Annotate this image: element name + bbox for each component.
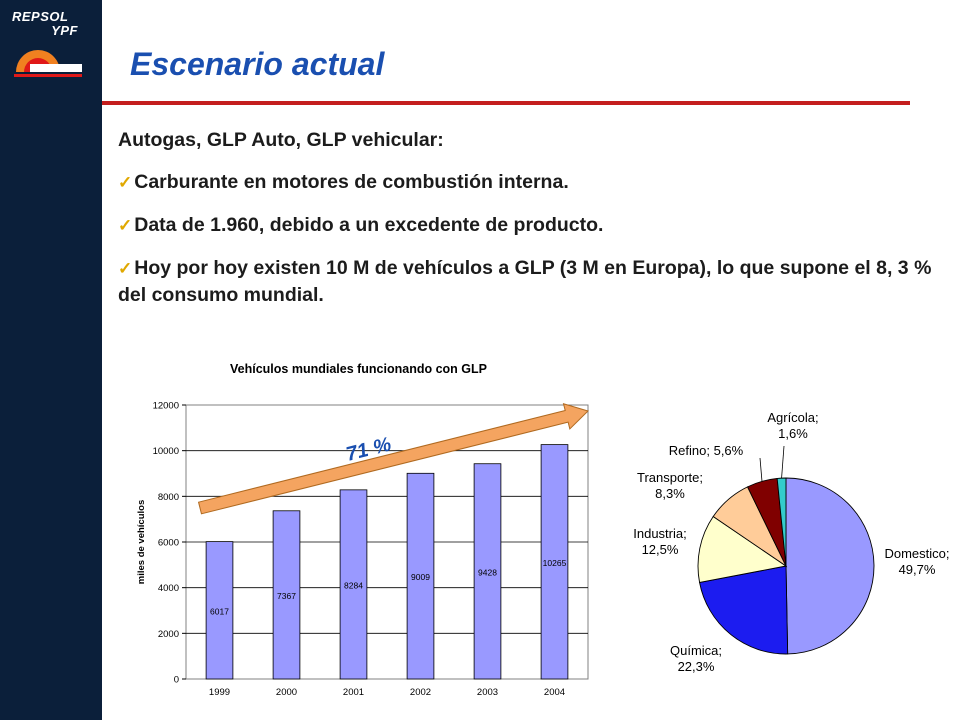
y-tick-label: 8000 <box>158 492 179 503</box>
bar <box>339 489 368 680</box>
bullet-item-2: ✓ Data de 1.960, debido a un excedente de… <box>118 212 948 239</box>
pie-slice <box>697 515 788 584</box>
bar-value-label: 10265 <box>543 558 567 568</box>
y-tick-label: 12000 <box>153 401 179 412</box>
y-axis-label: miles de vehículos <box>136 500 147 584</box>
pie-slice <box>699 565 789 655</box>
y-tick-label: 4000 <box>158 583 179 594</box>
logo-line1: REPSOL <box>12 9 69 24</box>
pie-slice-label: Química; 22,3% <box>670 643 722 674</box>
logo-emblem-icon <box>14 50 82 77</box>
bar-value-label: 9428 <box>478 567 497 577</box>
bar-chart: 0 2000 4000 6000 8000 10000 12000 miles de vehí… <box>136 401 589 698</box>
growth-arrow <box>197 402 589 515</box>
bar-value-label: 7367 <box>277 591 296 601</box>
pie-slice <box>785 477 875 655</box>
y-tick-label: 10000 <box>153 446 179 457</box>
bar <box>272 510 301 680</box>
bar <box>406 472 435 680</box>
bar <box>540 444 569 680</box>
bullet-text-3: Hoy por hoy existen 10 M de vehículos a … <box>118 257 932 306</box>
bar <box>473 463 502 680</box>
bullet-text-2: Data de 1.960, debido a un excedente de … <box>134 214 604 236</box>
checkmark-icon: ✓ <box>118 216 133 235</box>
pie-slice-label: Refino; 5,6% <box>669 443 744 458</box>
pie-slice <box>776 477 787 567</box>
title-divider <box>102 101 910 105</box>
y-tick-label: 0 <box>174 675 179 686</box>
bullet-item-1: ✓ Carburante en motores de combustión int… <box>118 169 948 196</box>
x-tick-label: 1999 <box>209 687 230 698</box>
checkmark-icon: ✓ <box>118 173 133 192</box>
y-tick-label: 2000 <box>158 629 179 640</box>
checkmark-icon: ✓ <box>118 259 133 278</box>
leader-line <box>781 445 785 479</box>
bar-value-label: 9009 <box>411 572 430 582</box>
pie-slice-label: Transporte; 8,3% <box>637 470 703 501</box>
bar <box>205 541 234 680</box>
repsol-ypf-logo: REPSOL YPF <box>10 10 92 90</box>
pie-slice-label: Agrícola; 1,6% <box>767 410 818 441</box>
bar-chart-title: Vehículos mundiales funcionando con GLP <box>230 362 487 376</box>
sidebar: REPSOL YPF <box>0 0 102 720</box>
pie-chart: Domestico; 49,7% Química; 22,3% Industria; 12… <box>633 410 949 674</box>
intro-text: Autogas, GLP Auto, GLP vehicular: <box>118 129 444 151</box>
bullet-item-3: ✓ Hoy por hoy existen 10 M de vehículos a… <box>118 255 948 308</box>
pie-slice-label: Domestico; 49,7% <box>884 546 949 577</box>
x-tick-label: 2003 <box>477 687 498 698</box>
pie-slice-label: Industria; 12,5% <box>633 526 686 557</box>
page-title: Escenario actual <box>130 46 385 82</box>
x-tick-label: 2002 <box>410 687 431 698</box>
bullet-text-1: Carburante en motores de combustión inte… <box>134 171 569 193</box>
x-tick-label: 2000 <box>276 687 297 698</box>
logo-line2: YPF <box>51 23 78 38</box>
slide-body: Autogas, GLP Auto, GLP vehicular: ✓ Carbu… <box>118 127 948 324</box>
y-tick-label: 6000 <box>158 538 179 549</box>
leader-line <box>759 457 763 482</box>
bar-value-label: 6017 <box>210 606 229 616</box>
x-tick-label: 2004 <box>544 687 565 698</box>
bar-value-label: 8284 <box>344 580 363 590</box>
x-tick-label: 2001 <box>343 687 364 698</box>
